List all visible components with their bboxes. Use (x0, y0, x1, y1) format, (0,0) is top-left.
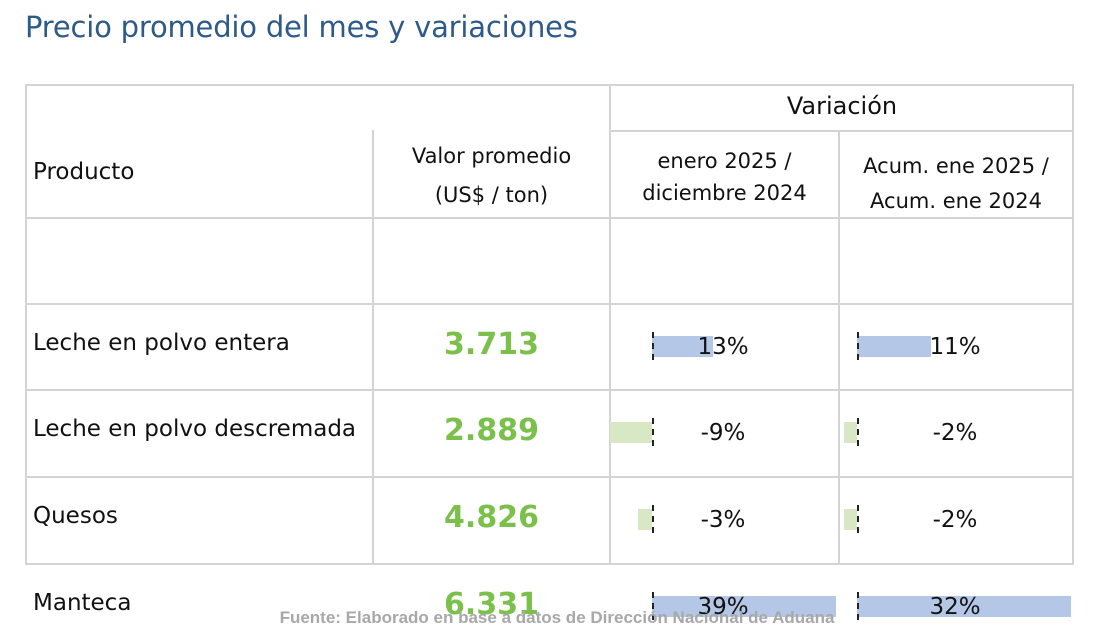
accum-variation-bar (843, 509, 857, 530)
accum-variation-axis (857, 418, 859, 446)
accum-variation-header-line1: Acum. ene 2025 / (863, 154, 1049, 178)
product-label: Leche en polvo entera (33, 330, 290, 356)
product-label: Quesos (33, 503, 118, 529)
accum-variation-label: 11% (929, 334, 981, 360)
month-variation-bar (637, 509, 652, 530)
product-column-header: Producto (33, 159, 135, 185)
accum-variation-axis (857, 505, 859, 533)
accum-variation-label: -2% (932, 420, 978, 446)
month-variation-label: 13% (697, 334, 749, 360)
month-variation-label: -3% (700, 507, 746, 533)
product-label: Manteca (33, 590, 132, 616)
average-value: 2.889 (444, 413, 539, 448)
month-variation-header-line2: diciembre 2024 (642, 181, 807, 205)
accum-variation-bar (857, 336, 931, 357)
price-table: Variación Producto Valor promedio (US$ /… (25, 84, 1074, 622)
accum-variation-label: -2% (932, 507, 978, 533)
accum-variation-header-line2: Acum. ene 2024 (870, 189, 1042, 213)
month-variation-axis (652, 592, 654, 620)
month-variation-axis (652, 332, 654, 360)
accum-variation-axis (857, 332, 859, 360)
month-variation-bar (609, 422, 652, 443)
month-variation-label: 39% (697, 594, 749, 620)
month-variation-bar (652, 336, 714, 357)
accum-variation-axis (857, 592, 859, 620)
average-value: 4.826 (444, 500, 539, 535)
value-column-header-line2: (US$ / ton) (434, 183, 549, 207)
average-value: 6.331 (444, 587, 539, 622)
average-value: 3.713 (444, 327, 539, 362)
chart-title: Precio promedio del mes y variaciones (25, 10, 578, 44)
product-label: Leche en polvo descremada (33, 416, 357, 442)
month-variation-axis (652, 418, 654, 446)
accum-variation-label: 32% (929, 594, 981, 620)
month-variation-header-line1: enero 2025 / (657, 149, 792, 173)
source-note: Fuente: Elaborado en base a datos de Dir… (279, 608, 835, 627)
accum-variation-bar (843, 422, 857, 443)
value-column-header-line1: Valor promedio (411, 144, 572, 168)
month-variation-label: -9% (700, 420, 746, 446)
variation-group-header: Variación (786, 92, 898, 120)
month-variation-axis (652, 505, 654, 533)
accum-variation-bar (857, 596, 1071, 617)
month-variation-bar (652, 596, 836, 617)
